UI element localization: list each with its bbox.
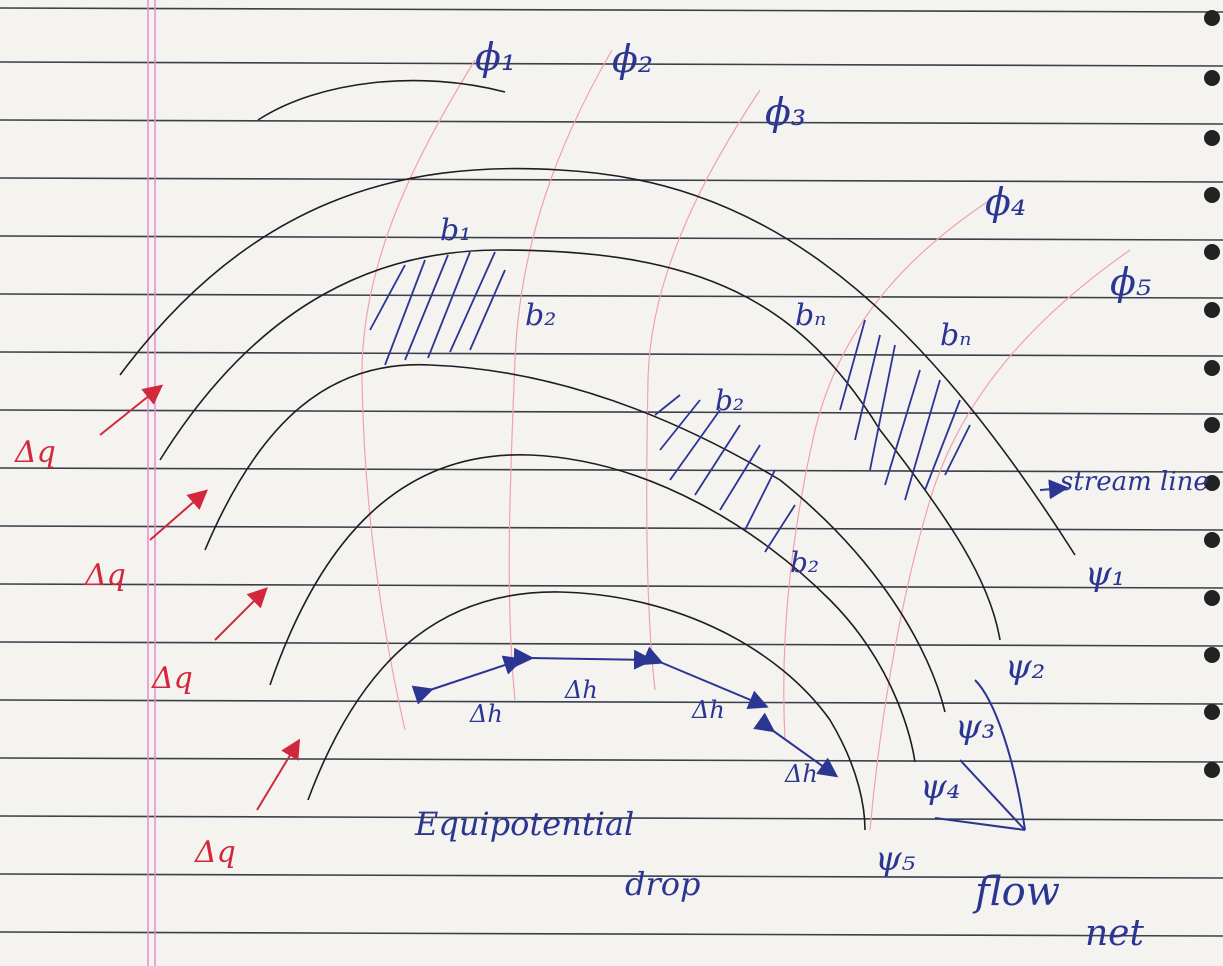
flow-increment-label: Δq (151, 661, 193, 696)
head-drop-arrows (430, 488, 1065, 830)
psi-label: ψ₄ (920, 767, 960, 807)
stream-lines (120, 81, 1075, 830)
head-drop-label: Δh (564, 676, 598, 704)
psi-label: ψ₃ (955, 707, 995, 747)
head-drop-label: Δh (469, 700, 503, 728)
width-label: bₙ (940, 318, 971, 353)
head-drop-label: Δh (784, 760, 818, 788)
flow-increment-label: Δq (194, 835, 236, 870)
flow-increment-label: Δq (84, 558, 126, 593)
equipotential-drop-label: drop (625, 865, 701, 903)
flow-net-label: flow (972, 869, 1060, 915)
phi-label: ϕ₅ (1110, 260, 1151, 304)
width-label: b₂ (715, 384, 744, 417)
phi-label: ϕ₂ (612, 37, 653, 81)
width-label: b₁ (440, 213, 471, 248)
width-label: bₙ (795, 298, 826, 333)
psi-label: ψ₅ (875, 839, 916, 879)
phi-label: ϕ₃ (765, 90, 806, 134)
stream-line-label: stream line (1060, 467, 1209, 497)
flow-arrows (100, 387, 298, 810)
head-drop-label: Δh (691, 696, 725, 724)
page: ϕ₁ ϕ₂ ϕ₃ ϕ₄ ϕ₅ b₁ b₂ bₙ bₙ b₂ b₂ Δq Δq Δ… (0, 0, 1223, 966)
psi-label: ψ₂ (1005, 647, 1045, 687)
phi-label: ϕ₄ (985, 180, 1026, 224)
width-label: b₂ (525, 298, 556, 333)
flow-net-diagram: ϕ₁ ϕ₂ ϕ₃ ϕ₄ ϕ₅ b₁ b₂ bₙ bₙ b₂ b₂ Δq Δq Δ… (0, 0, 1223, 966)
equipotential-drop-label: Equipotential (414, 805, 634, 843)
phi-label: ϕ₁ (475, 35, 516, 79)
flow-increment-label: Δq (14, 435, 56, 470)
flow-net-label: net (1085, 913, 1144, 954)
width-label: b₂ (790, 546, 819, 579)
psi-label: ψ₁ (1085, 554, 1125, 594)
